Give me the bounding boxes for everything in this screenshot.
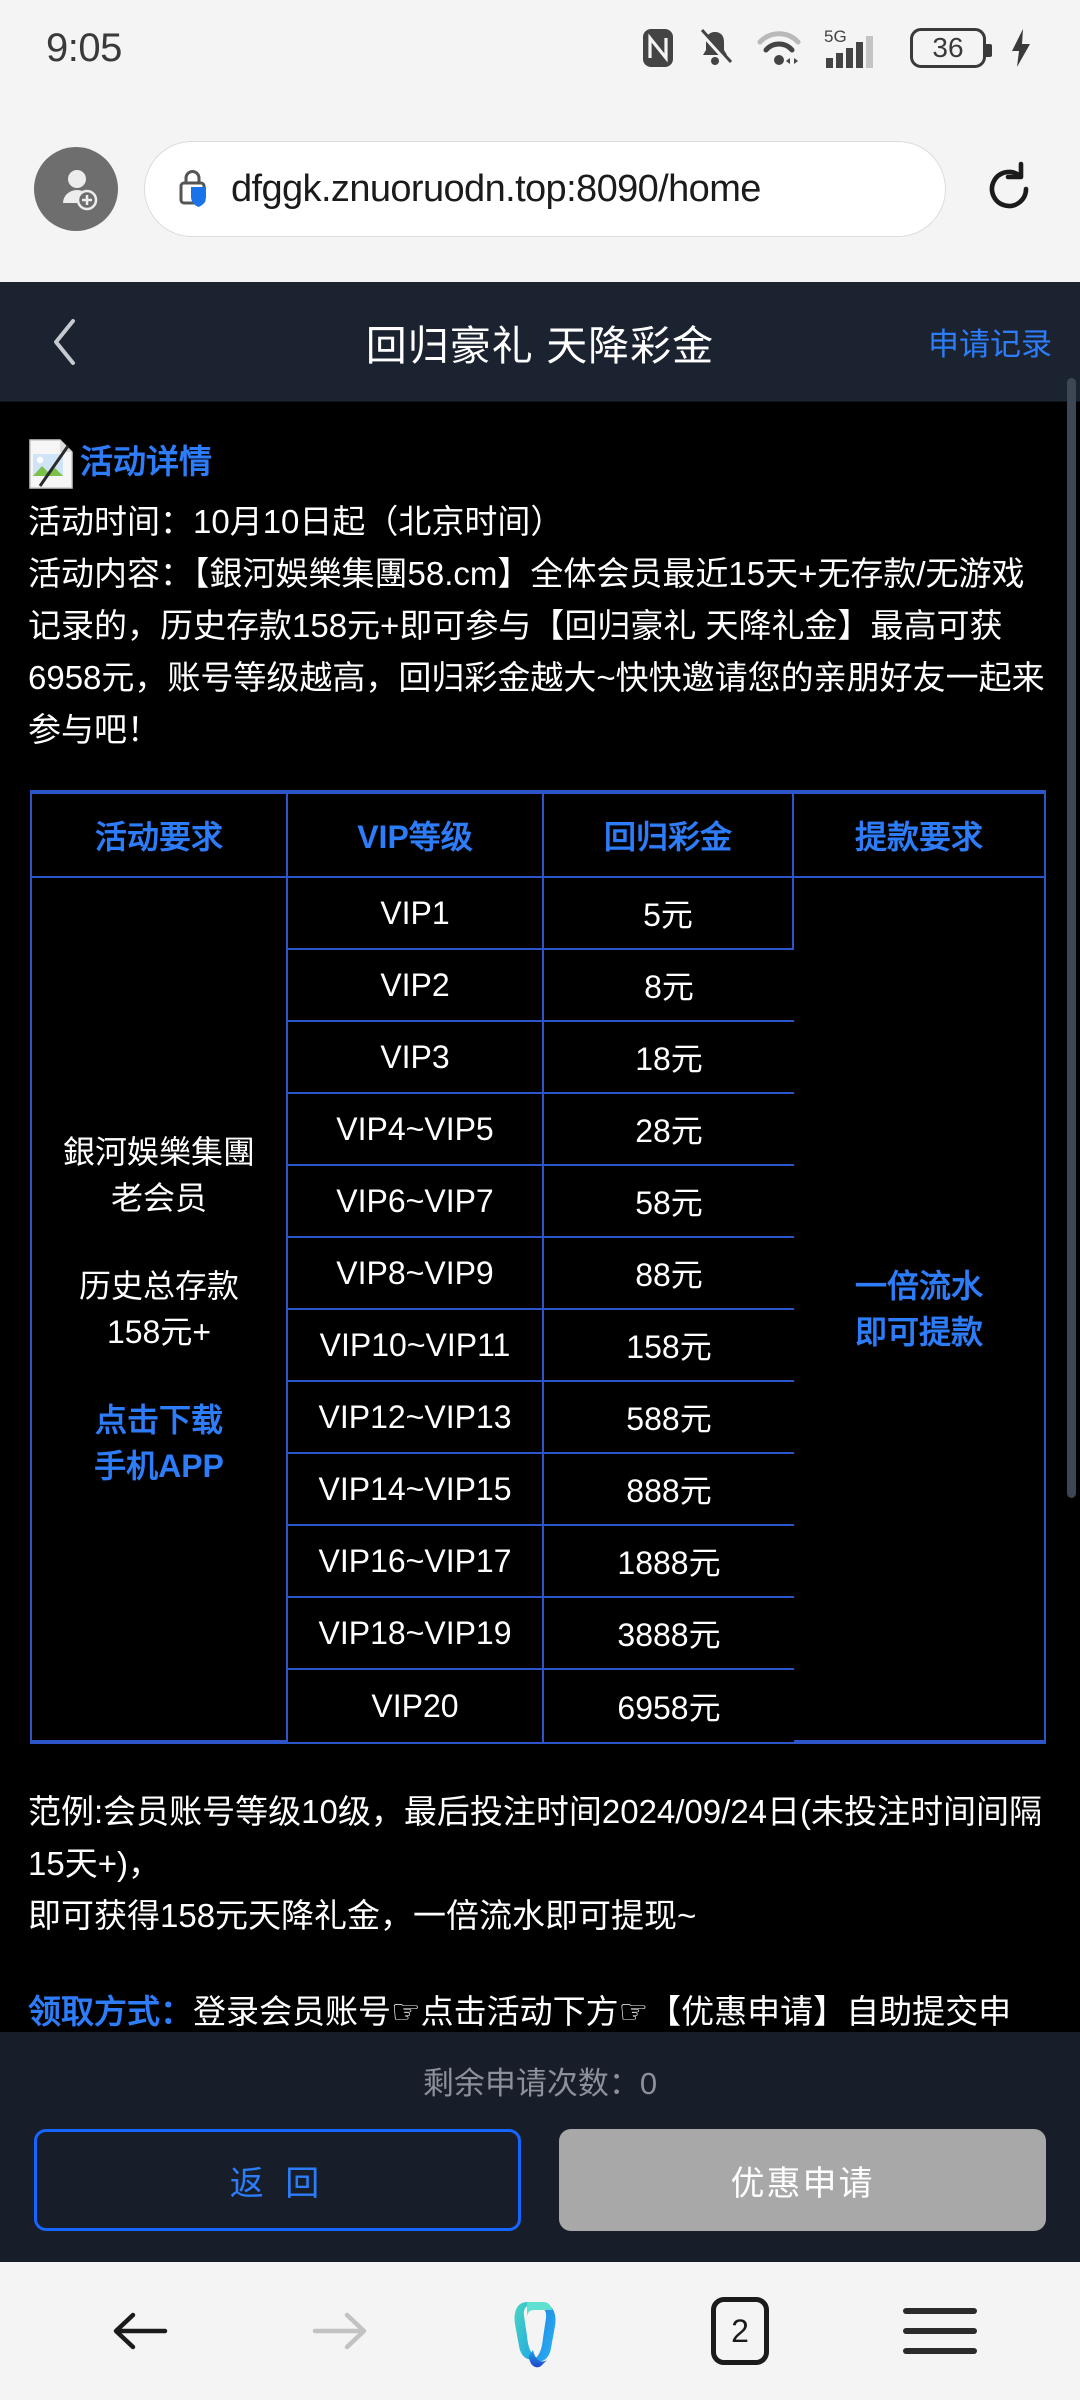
vip-level-cell: VIP12~VIP13 — [288, 1382, 544, 1454]
page-header: 回归豪礼 天降彩金 申请记录 — [0, 282, 1080, 402]
tab-count-label: 2 — [711, 2297, 769, 2365]
table-header-row: 活动要求 VIP等级 回归彩金 提款要求 — [32, 792, 1044, 878]
bonus-cell: 888元 — [544, 1454, 794, 1526]
vip-level-cell: VIP10~VIP11 — [288, 1310, 544, 1382]
table-row: VIP8~VIP9 88元 — [32, 1238, 1044, 1310]
vip-level-cell: VIP14~VIP15 — [288, 1454, 544, 1526]
bonus-cell: 58元 — [544, 1166, 794, 1238]
bell-muted-icon — [696, 27, 734, 69]
action-button-row: 返 回 优惠申请 — [34, 2129, 1046, 2231]
bonus-cell: 5元 — [544, 878, 794, 950]
table-row: VIP20 6958元 — [32, 1670, 1044, 1742]
battery-icon: 36 — [910, 28, 992, 68]
table-row: 銀河娛樂集團 老会员 历史总存款 158元+ 点击下载 手机APP VIP1 — [32, 878, 1044, 1742]
status-bar: 9:05 — [0, 0, 1080, 96]
vip-bonus-table: 活动要求 VIP等级 回归彩金 提款要求 銀河娛樂集團 老会员 — [30, 790, 1046, 1744]
vip-level-cell: VIP4~VIP5 — [288, 1094, 544, 1166]
reload-icon[interactable] — [972, 152, 1046, 226]
nfc-icon — [642, 28, 674, 68]
requirement-line-3: 历史总存款 — [78, 1268, 239, 1304]
activity-detail-heading: 活动详情 — [28, 436, 1052, 490]
activity-body-line: 活动内容：【銀河娛樂集團58.cm】全体会员最近15天+无存款/无游戏记录的，历… — [28, 555, 1045, 748]
chevron-left-icon[interactable] — [28, 282, 102, 401]
charging-bolt-icon — [1008, 27, 1034, 69]
bonus-cell: 18元 — [544, 1022, 794, 1094]
bonus-cell: 1888元 — [544, 1526, 794, 1598]
bonus-cell: 88元 — [544, 1238, 794, 1310]
application-records-link[interactable]: 申请记录 — [928, 327, 1052, 362]
table-row: VIP2 8元 — [32, 950, 1044, 1022]
browser-nav-bar: 2 — [0, 2262, 1080, 2400]
bonus-cell: 28元 — [544, 1094, 794, 1166]
requirement-line-2: 老会员 — [110, 1180, 207, 1216]
table-header-withdraw: 提款要求 — [794, 792, 1044, 878]
action-bar: 剩余申请次数：0 返 回 优惠申请 — [0, 2032, 1080, 2262]
vip-level-cell: VIP16~VIP17 — [288, 1526, 544, 1598]
table-header-bonus: 回归彩金 — [544, 792, 794, 878]
vip-level-cell: VIP6~VIP7 — [288, 1166, 544, 1238]
activity-time-line: 活动时间：10月10日起（北京时间） — [28, 503, 564, 540]
activity-detail-label: 活动详情 — [80, 443, 212, 480]
bonus-cell: 158元 — [544, 1310, 794, 1382]
table-row: VIP6~VIP7 58元 — [32, 1166, 1044, 1238]
status-clock: 9:05 — [46, 25, 122, 70]
apply-button[interactable]: 优惠申请 — [559, 2129, 1046, 2231]
table-row: VIP4~VIP5 28元 — [32, 1094, 1044, 1166]
add-profile-icon[interactable] — [34, 147, 118, 231]
table-row: VIP10~VIP11 158元 — [32, 1310, 1044, 1382]
bonus-cell: 588元 — [544, 1382, 794, 1454]
vip-level-cell: VIP18~VIP19 — [288, 1598, 544, 1670]
back-button[interactable]: 返 回 — [34, 2129, 521, 2231]
table-header-viplevel: VIP等级 — [288, 792, 544, 878]
remaining-applications-label: 剩余申请次数：0 — [422, 2066, 658, 2101]
tab-count-button[interactable]: 2 — [680, 2286, 800, 2376]
vip-level-cell: VIP8~VIP9 — [288, 1238, 544, 1310]
vip-level-cell: VIP3 — [288, 1022, 544, 1094]
table-row: VIP3 18元 — [32, 1022, 1044, 1094]
broken-image-icon — [28, 438, 74, 490]
url-input[interactable]: dfggk.znuoruodn.top:8090/home — [144, 141, 946, 237]
svg-text:5G: 5G — [824, 27, 847, 46]
page-title: 回归豪礼 天降彩金 — [365, 322, 715, 369]
vip-level-cell: VIP1 — [288, 878, 544, 950]
signal-5g-icon: 5G — [824, 26, 888, 70]
vip-level-cell: VIP2 — [288, 950, 544, 1022]
table-row: VIP12~VIP13 588元 — [32, 1382, 1044, 1454]
requirement-line-1: 銀河娛樂集團 — [62, 1134, 255, 1170]
status-icon-group: 5G 36 — [642, 26, 1034, 70]
example-line-1: 范例:会员账号等级10级，最后投注时间2024/09/24日(未投注时间间隔15… — [28, 1793, 1043, 1882]
bonus-cell: 6958元 — [617, 1690, 721, 1726]
browser-toolbar: dfggk.znuoruodn.top:8090/home — [0, 96, 1080, 282]
table-row: VIP14~VIP15 888元 — [32, 1454, 1044, 1526]
lock-shield-icon — [175, 165, 215, 213]
claim-method-line: 领取方式：登录会员账号☞点击活动下方☞【优惠申请】自助提交申请。 — [28, 1986, 1052, 2090]
hamburger-menu-icon[interactable] — [880, 2286, 1000, 2376]
copilot-icon[interactable] — [480, 2286, 600, 2376]
withdraw-line-2: 即可提款 — [854, 1314, 983, 1350]
page-scrollbar[interactable] — [1067, 378, 1076, 1498]
table-row: VIP18~VIP19 3888元 — [32, 1598, 1044, 1670]
vip-level-cell: VIP20 — [288, 1670, 544, 1742]
example-section: 范例:会员账号等级10级，最后投注时间2024/09/24日(未投注时间间隔15… — [0, 1786, 1080, 2090]
table-header-requirement: 活动要求 — [32, 792, 288, 878]
example-line-2: 即可获得158元天降礼金，一倍流水即可提现~ — [28, 1897, 697, 1934]
requirement-line-4: 158元+ — [106, 1314, 212, 1350]
table-row: VIP16~VIP17 1888元 — [32, 1526, 1044, 1598]
withdraw-line-1: 一倍流水 — [854, 1268, 983, 1304]
url-text: dfggk.znuoruodn.top:8090/home — [231, 167, 761, 210]
requirement-merged-cell: 銀河娛樂集團 老会员 历史总存款 158元+ 点击下载 手机APP — [32, 878, 288, 1742]
download-app-link-line-2[interactable]: 手机APP — [94, 1448, 224, 1484]
bonus-cell: 3888元 — [544, 1598, 794, 1670]
bonus-cell: 8元 — [544, 950, 794, 1022]
withdraw-merged-cell: 一倍流水 即可提款 — [794, 878, 1044, 1742]
vip-bonus-table-wrapper: 活动要求 VIP等级 回归彩金 提款要求 銀河娛樂集團 老会员 — [30, 790, 1050, 1744]
wifi-icon — [756, 28, 802, 68]
arrow-left-icon[interactable] — [80, 2286, 200, 2376]
claim-method-label: 领取方式： — [28, 1993, 193, 2030]
web-page: 回归豪礼 天降彩金 申请记录 活动详 — [0, 282, 1080, 2262]
arrow-right-icon[interactable] — [280, 2286, 400, 2376]
download-app-link-line-1[interactable]: 点击下载 — [94, 1402, 223, 1438]
page-content: 活动详情 活动时间：10月10日起（北京时间） 活动内容：【銀河娛樂集團58.c… — [0, 402, 1080, 2142]
